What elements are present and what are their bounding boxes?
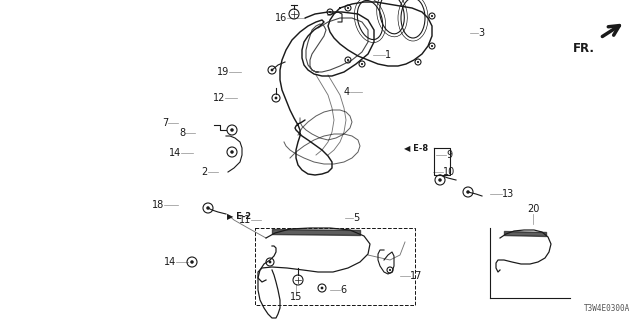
Text: 15: 15 [290,292,302,302]
Text: 14: 14 [164,257,176,267]
Circle shape [329,11,331,13]
Text: 2: 2 [202,167,208,177]
Text: 13: 13 [502,189,515,199]
Circle shape [361,63,363,65]
Text: 18: 18 [152,200,164,210]
Text: 17: 17 [410,271,422,281]
Text: 19: 19 [217,67,229,77]
Circle shape [417,61,419,63]
Text: 11: 11 [239,215,251,225]
Circle shape [389,269,391,271]
Text: 3: 3 [478,28,484,38]
Circle shape [467,190,470,194]
Text: 12: 12 [212,93,225,103]
Text: 5: 5 [353,213,359,223]
Text: 9: 9 [446,150,452,160]
Text: 8: 8 [179,128,185,138]
Text: ◀ E-8: ◀ E-8 [404,143,428,153]
Circle shape [347,7,349,9]
Text: 10: 10 [443,167,455,177]
Text: 4: 4 [344,87,350,97]
Text: 20: 20 [527,204,539,214]
Text: 1: 1 [385,50,391,60]
Text: 14: 14 [169,148,181,158]
Text: ▶ E-2: ▶ E-2 [227,212,251,220]
Circle shape [438,178,442,182]
Circle shape [431,45,433,47]
Circle shape [321,287,323,289]
Text: T3W4E0300A: T3W4E0300A [584,304,630,313]
Text: 16: 16 [275,13,287,23]
Circle shape [275,97,277,100]
Text: 6: 6 [340,285,346,295]
Bar [255,228,415,305]
Circle shape [230,150,234,154]
Circle shape [206,206,210,210]
Circle shape [269,260,271,263]
Circle shape [230,128,234,132]
Circle shape [271,68,273,71]
Circle shape [190,260,194,264]
Text: 7: 7 [162,118,168,128]
Circle shape [431,15,433,17]
Text: FR.: FR. [573,42,595,55]
Circle shape [347,59,349,61]
